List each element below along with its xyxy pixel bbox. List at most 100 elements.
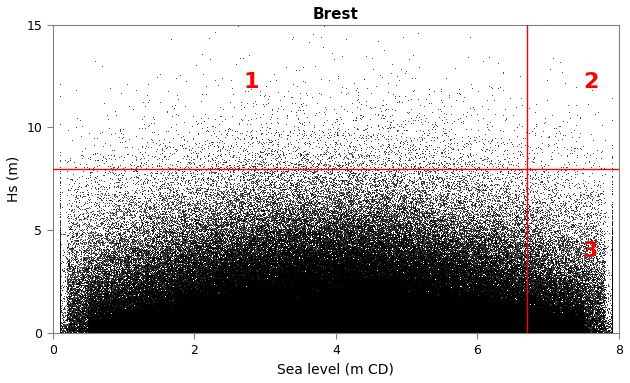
Point <box>501 241 512 247</box>
Point <box>439 251 449 257</box>
Point <box>267 326 277 332</box>
Point <box>246 297 256 303</box>
Point <box>142 323 152 329</box>
Point <box>488 322 498 329</box>
Point <box>333 306 343 312</box>
Point <box>345 287 355 293</box>
Point <box>265 304 275 310</box>
Point <box>252 227 262 233</box>
Point <box>375 324 386 330</box>
Point <box>450 309 461 315</box>
Point <box>367 217 377 223</box>
Point <box>331 195 341 201</box>
Point <box>326 317 336 323</box>
Point <box>530 321 540 327</box>
Point <box>483 274 493 280</box>
Point <box>315 326 325 332</box>
Point <box>558 234 568 240</box>
Point <box>367 307 377 313</box>
Point <box>425 251 435 257</box>
Point <box>129 318 139 324</box>
Point <box>320 257 330 264</box>
Point <box>378 330 388 336</box>
Point <box>379 324 389 331</box>
Point <box>69 247 79 254</box>
Point <box>354 307 364 313</box>
Point <box>346 324 356 330</box>
Point <box>285 328 295 334</box>
Point <box>411 329 421 336</box>
Point <box>321 324 331 330</box>
Point <box>367 257 377 263</box>
Point <box>246 316 256 322</box>
Point <box>416 324 427 330</box>
Point <box>304 319 314 326</box>
Point <box>89 315 99 321</box>
Point <box>348 329 358 335</box>
Point <box>232 319 242 325</box>
Point <box>263 290 273 296</box>
Point <box>338 327 348 333</box>
Point <box>281 289 291 295</box>
Point <box>377 245 387 251</box>
Point <box>524 326 534 332</box>
Point <box>352 252 362 259</box>
Point <box>207 316 217 322</box>
Point <box>316 316 326 322</box>
Point <box>157 328 167 334</box>
Point <box>520 327 530 334</box>
Point <box>558 303 568 309</box>
Point <box>544 216 554 222</box>
Point <box>391 305 401 311</box>
Point <box>472 322 483 328</box>
Point <box>185 170 195 177</box>
Point <box>596 214 606 220</box>
Point <box>234 324 244 330</box>
Point <box>191 303 201 309</box>
Point <box>222 203 232 209</box>
Point <box>271 314 281 321</box>
Point <box>404 256 415 262</box>
Point <box>387 325 398 331</box>
Point <box>329 313 339 319</box>
Point <box>522 309 532 315</box>
Point <box>125 316 135 322</box>
Point <box>180 310 190 316</box>
Point <box>440 268 450 274</box>
Point <box>173 277 183 283</box>
Point <box>350 308 360 314</box>
Point <box>290 316 300 322</box>
Point <box>400 321 410 327</box>
Point <box>326 330 336 336</box>
Point <box>405 322 415 328</box>
Point <box>212 310 222 316</box>
Point <box>225 327 235 334</box>
Point <box>386 311 396 317</box>
Point <box>335 319 345 325</box>
Point <box>397 321 407 327</box>
Point <box>378 317 388 323</box>
Point <box>289 316 299 322</box>
Point <box>197 325 207 331</box>
Point <box>285 228 295 234</box>
Point <box>438 239 448 246</box>
Point <box>399 313 409 319</box>
Point <box>402 321 412 327</box>
Point <box>161 326 171 332</box>
Point <box>115 309 125 315</box>
Point <box>385 293 395 299</box>
Point <box>291 304 301 310</box>
Point <box>512 314 522 321</box>
Point <box>365 328 375 334</box>
Point <box>323 290 333 296</box>
Point <box>563 327 573 334</box>
Point <box>253 303 263 309</box>
Point <box>585 303 595 309</box>
Point <box>377 322 387 328</box>
Point <box>100 224 110 230</box>
Point <box>225 213 235 219</box>
Point <box>301 328 311 334</box>
Point <box>183 313 193 319</box>
Point <box>401 313 411 319</box>
Point <box>396 328 406 334</box>
